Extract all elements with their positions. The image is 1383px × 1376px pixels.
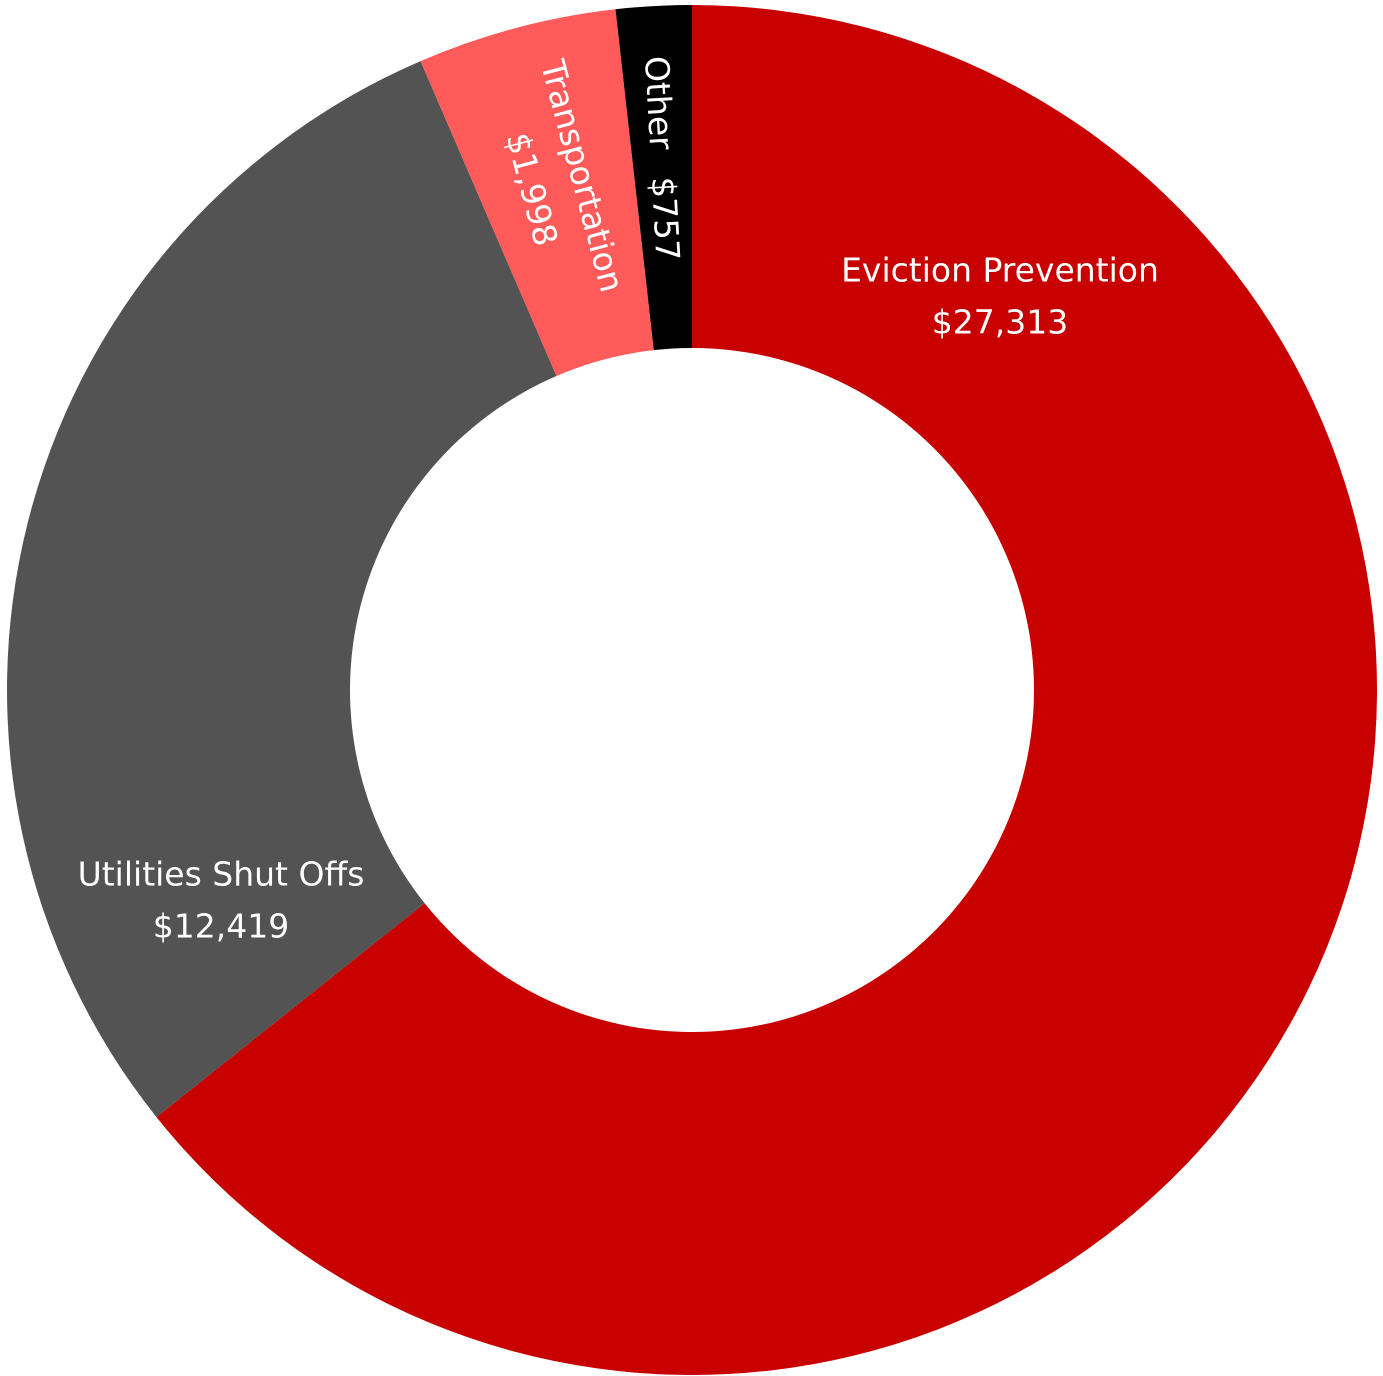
slice-label-group-utilities-shut-offs: Utilities Shut Offs $12,419: [78, 855, 365, 946]
slice-value-eviction-prevention: $27,313: [932, 303, 1068, 342]
slice-transportation[interactable]: [420, 9, 654, 376]
slice-utilities-shut-offs[interactable]: [7, 61, 557, 1118]
slice-value-other: $757: [644, 176, 688, 262]
slices-layer: [7, 5, 1378, 1375]
slice-label-other: Other: [637, 55, 681, 151]
rotated-label-other: Other $757: [637, 55, 687, 262]
slice-label-eviction-prevention: Eviction Prevention: [841, 251, 1159, 290]
slice-other[interactable]: [615, 5, 692, 351]
slice-label-utilities-shut-offs: Utilities Shut Offs: [78, 855, 365, 894]
slice-eviction-prevention[interactable]: [156, 5, 1378, 1375]
slice-label-group-other: Other $757: [637, 55, 687, 262]
slice-label-group-eviction-prevention: Eviction Prevention $27,313: [841, 251, 1159, 342]
slice-value-utilities-shut-offs: $12,419: [153, 907, 289, 946]
